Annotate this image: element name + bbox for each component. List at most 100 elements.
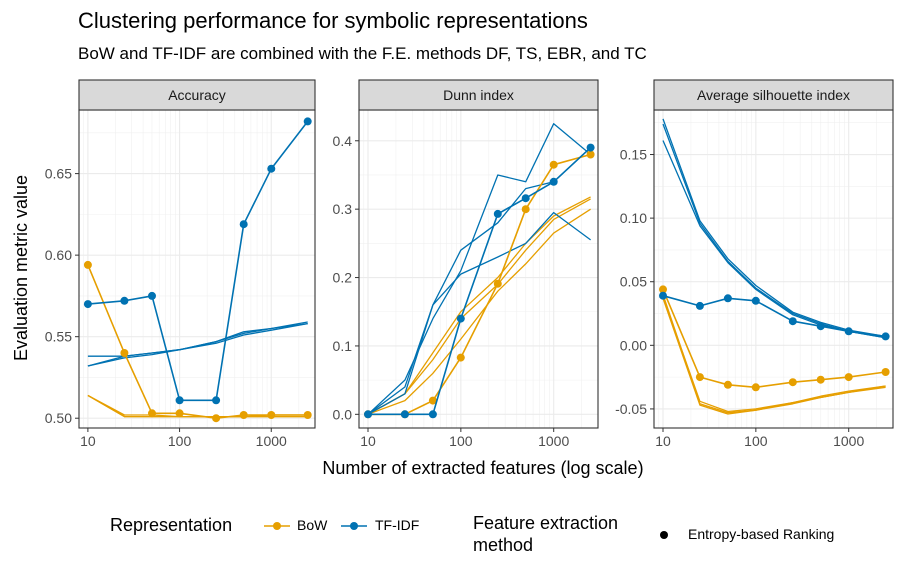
legend-label-bow: BoW [297, 517, 328, 533]
strip-label: Accuracy [168, 87, 226, 103]
data-point-ebr-tfidf [267, 164, 276, 173]
data-point-ebr-tfidf [239, 220, 248, 229]
series-line-bow-3 [662, 298, 886, 415]
data-point-ebr-tfidf [695, 301, 704, 310]
series-line-tf-idf-5 [367, 123, 592, 415]
panel-3: Average silhouette index 10 100 1000 -0.05 0.… [615, 79, 894, 449]
y-tick-label: 0.10 [620, 210, 647, 226]
data-point-ebr-tfidf [788, 317, 797, 326]
data-point-ebr-bow [881, 368, 890, 376]
data-point-ebr-tfidf [120, 296, 129, 305]
data-point-ebr-bow [303, 411, 312, 419]
series-line-ebr-tfidf [368, 147, 592, 416]
series-line-ebr-tfidf [87, 120, 309, 402]
data-point-ebr-tfidf [456, 314, 465, 323]
series-line-ebr-tfidf [662, 294, 886, 338]
legend-key-tfidf [341, 522, 367, 530]
data-point-ebr-bow [788, 378, 797, 387]
x-tick-label: 1000 [538, 433, 569, 449]
strip-label: Dunn index [443, 87, 514, 103]
data-point-ebr-tfidf [816, 322, 825, 331]
y-tick-label: 0.2 [333, 270, 353, 286]
y-axis-label: Evaluation metric value [11, 175, 31, 361]
y-tick-label: 0.55 [45, 329, 72, 345]
y-tick-label: 0.50 [45, 410, 72, 426]
data-point-ebr-bow [175, 409, 184, 418]
data-point-ebr-tfidf [521, 194, 530, 203]
legend-title-representation: Representation [110, 515, 233, 535]
legend-key-bow [264, 522, 290, 530]
legend-key-ebr [660, 531, 668, 539]
legend-label-tfidf: TF-IDF [375, 517, 420, 533]
data-point-ebr-bow [267, 411, 276, 419]
strip-background [358, 79, 599, 111]
chart-title: Clustering performance for symbolic repr… [78, 8, 588, 33]
data-point-ebr-bow [493, 279, 502, 288]
legend-title-method: Feature extraction method [473, 513, 619, 555]
x-tick-label: 10 [360, 433, 376, 449]
faceted-line-chart: Accuracy 10 100 1000 0.50 0.55 0.60 0.65 Dunn in… [11, 79, 894, 478]
panels: Accuracy 10 100 1000 0.50 0.55 0.60 0.65 Dunn in… [45, 79, 894, 449]
legend: Representation BoW TF-IDF Feature extrac… [110, 510, 890, 570]
data-point-ebr-tfidf [586, 143, 595, 152]
data-point-ebr-tfidf [212, 396, 221, 405]
data-point-ebr-tfidf [148, 291, 156, 300]
data-point-ebr-bow [695, 373, 704, 382]
y-tick-label: 0.05 [620, 274, 647, 290]
data-point-ebr-tfidf [881, 332, 890, 341]
x-tick-label: 10 [655, 433, 671, 449]
data-point-ebr-bow [586, 150, 595, 159]
panel-1: Accuracy 10 100 1000 0.50 0.55 0.60 0.65 [45, 79, 316, 449]
data-point-ebr-tfidf [844, 327, 853, 336]
y-tick-label: 0.00 [620, 337, 647, 353]
data-point-ebr-bow [428, 396, 437, 405]
data-point-ebr-bow [148, 409, 156, 418]
data-point-ebr-bow [83, 260, 92, 269]
data-point-ebr-bow [549, 160, 558, 169]
series-line-bow-2 [367, 208, 591, 415]
x-tick-label: 100 [744, 433, 768, 449]
x-tick-label: 1000 [256, 433, 287, 449]
series-line-bow-3 [367, 196, 591, 415]
y-tick-label: 0.15 [620, 147, 647, 163]
legend-label-ebr: Entropy-based Ranking [688, 526, 835, 542]
series-line-ebr-bow [368, 153, 591, 416]
data-point-ebr-tfidf [723, 294, 732, 303]
data-point-ebr-bow [212, 414, 221, 423]
data-point-ebr-tfidf [303, 117, 312, 126]
x-tick-label: 100 [449, 433, 473, 449]
x-tick-label: 1000 [833, 433, 864, 449]
x-tick-label: 10 [80, 433, 96, 449]
data-point-ebr-bow [844, 373, 853, 382]
strip-label: Average silhouette index [697, 87, 850, 103]
panel-2: Dunn index 10 100 1000 0.0 0.1 0.2 0.3 0.4 [333, 79, 599, 449]
x-axis-label: Number of extracted features (log scale) [322, 458, 643, 478]
strip-background [653, 79, 894, 111]
y-tick-label: 0.1 [333, 338, 353, 354]
data-point-ebr-bow [723, 380, 732, 389]
data-point-ebr-tfidf [175, 396, 184, 405]
data-point-ebr-tfidf [428, 410, 437, 419]
data-point-ebr-bow [521, 205, 530, 214]
data-point-ebr-bow [120, 349, 129, 357]
data-point-ebr-bow [239, 411, 248, 419]
data-point-ebr-tfidf [83, 300, 92, 309]
series-line-ebr-bow [87, 264, 308, 420]
data-point-ebr-bow [816, 375, 825, 384]
y-tick-label: 0.60 [45, 247, 72, 263]
data-point-ebr-tfidf [493, 209, 502, 218]
y-tick-label: -0.05 [615, 401, 647, 417]
chart-subtitle: BoW and TF-IDF are combined with the F.E… [78, 44, 647, 63]
y-tick-label: 0.65 [45, 166, 72, 182]
data-point-ebr-bow [456, 353, 465, 362]
data-point-ebr-tfidf [364, 410, 372, 419]
series-line-tf-idf-4 [367, 147, 592, 415]
strip-background [78, 79, 316, 111]
panel-background [654, 110, 893, 428]
data-point-ebr-bow [751, 383, 760, 392]
series-line-ebr-bow [662, 289, 886, 389]
y-tick-label: 0.4 [333, 133, 353, 149]
data-point-ebr-bow [659, 285, 667, 294]
data-point-ebr-tfidf [751, 296, 760, 305]
data-point-ebr-tfidf [400, 410, 409, 419]
